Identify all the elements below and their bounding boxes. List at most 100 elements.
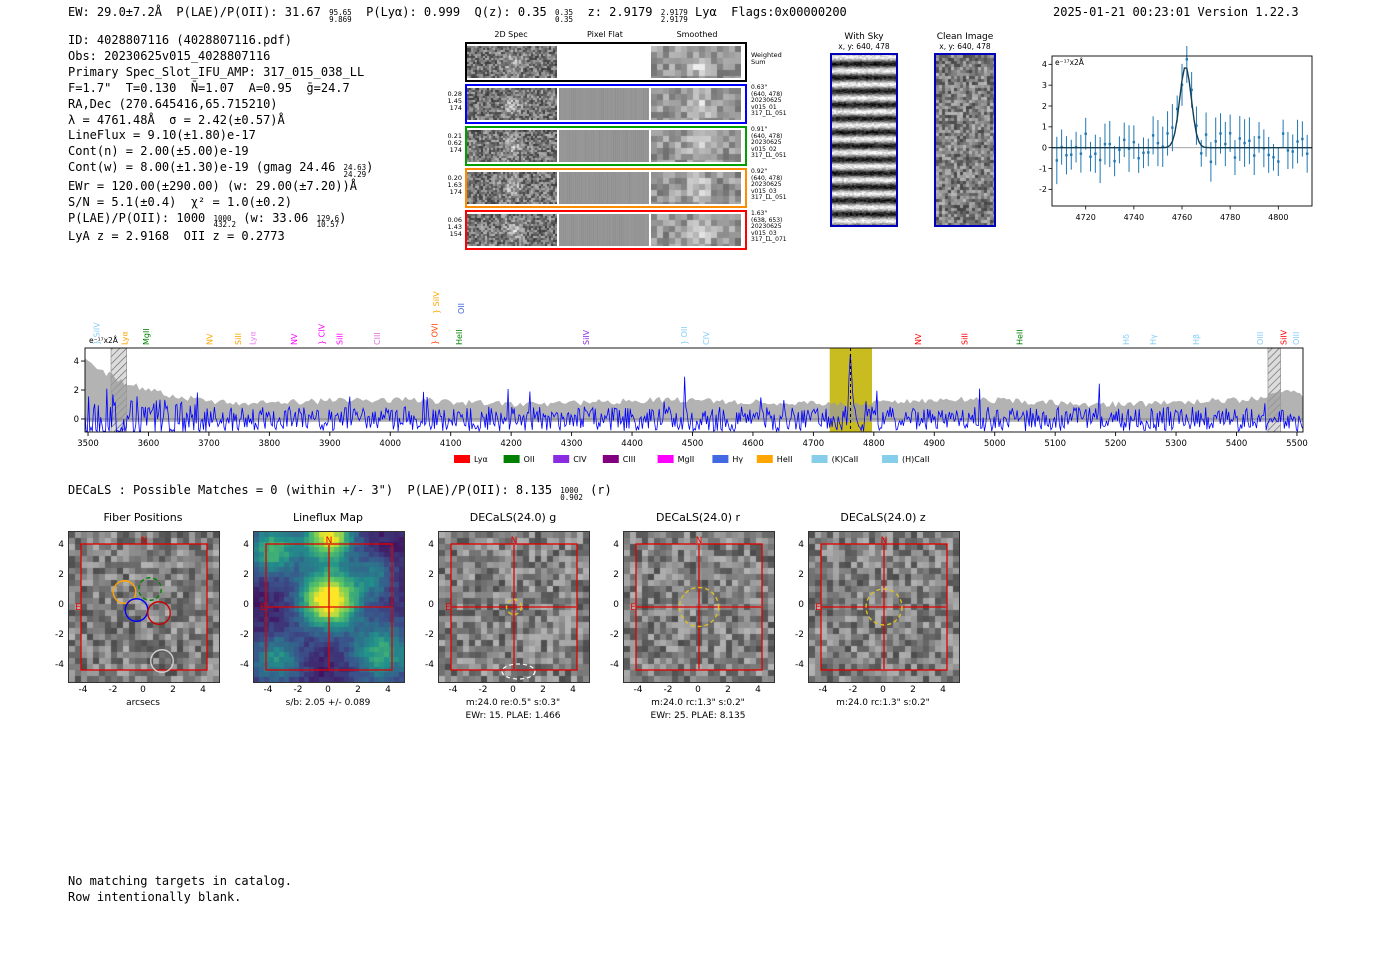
panel-overlay: NE bbox=[630, 536, 763, 671]
data-point bbox=[1286, 149, 1290, 152]
emission-line-label: SiII bbox=[336, 333, 345, 345]
panel-title: DECaLS(24.0) r bbox=[655, 511, 741, 524]
data-point bbox=[1243, 141, 1246, 145]
text-segment: LyA z = 2.9168 OII z = 0.2773 bbox=[68, 229, 285, 244]
y-tick-label: 0 bbox=[58, 600, 64, 610]
annotation-line: 0.92" bbox=[751, 168, 768, 175]
cutout-row-annotation: 1.63" (638, 653) 20230625 v015_03 317_LL_071 bbox=[751, 210, 787, 244]
data-point bbox=[1224, 142, 1227, 146]
weight-value: 1.63 bbox=[447, 181, 462, 189]
annotation-line: (640, 478) bbox=[751, 90, 783, 98]
compass-north-label: N bbox=[511, 536, 518, 546]
emission-line-label: Lyα bbox=[120, 331, 129, 345]
text-segment: Obs: 20230625v015_4028807116 bbox=[68, 48, 271, 63]
x-tick-label: 4800 bbox=[863, 439, 885, 449]
info-line: EWr = 120.00(±290.00) (w: 29.00(±7.20))Å bbox=[68, 179, 373, 195]
info-line: F=1.7" T=0.130 N̄=1.07 A=0.95 ḡ=24.7 bbox=[68, 81, 373, 97]
flux-units-label: e⁻¹⁷x2Å bbox=[89, 336, 119, 345]
x-tick-label: 0 bbox=[140, 685, 146, 695]
info-line: λ = 4761.48Å σ = 2.42(±0.57)Å bbox=[68, 113, 373, 129]
emission-line-label: NV bbox=[290, 333, 299, 345]
high-low-fraction: 129.6 10.57 bbox=[316, 213, 340, 230]
weight-value: 0.62 bbox=[447, 139, 462, 147]
text-segment: DECaLS : Possible Matches = 0 (within +/… bbox=[68, 483, 560, 497]
x-tick-label: -2 bbox=[848, 685, 858, 695]
data-point bbox=[1147, 151, 1150, 154]
info-line: Cont(w) = 8.00(±1.30)e-19 (gmag 24.46 24… bbox=[68, 160, 373, 179]
y-tick-label: 0 bbox=[243, 600, 249, 610]
compass-north-label: N bbox=[326, 536, 333, 546]
spec2d-cutout-grid: 2D Spec Pixel Flat Smoothed Weighted Sum 0… bbox=[443, 30, 795, 256]
panel-xlabel: m:24.0 re:0.5" s:0.3" bbox=[465, 698, 561, 708]
text-segment: ID: 4028807116 (4028807116.pdf) bbox=[68, 33, 292, 47]
cutout-row-annotation: 0.91" (640, 478) 20230625 v015_02 317_LL_051 bbox=[751, 126, 787, 160]
cutout-2d-spec bbox=[467, 130, 557, 162]
high-low-fraction: 95.65 9.869 bbox=[329, 8, 352, 24]
data-point bbox=[1204, 133, 1208, 136]
y-tick-label: -2 bbox=[240, 630, 249, 640]
text-segment: P(LAE)/P(OII): 1000 bbox=[68, 210, 213, 225]
data-point bbox=[1272, 156, 1275, 159]
data-point bbox=[1142, 151, 1145, 155]
emission-line-label: SiIV bbox=[582, 329, 591, 345]
annotation-line: 317_LL_051 bbox=[751, 110, 787, 118]
marker-circle bbox=[150, 649, 174, 673]
y-tick-label: 4 bbox=[74, 357, 79, 367]
y-tick-label: -4 bbox=[55, 660, 64, 670]
legend-swatch bbox=[882, 455, 898, 463]
panel-overlay: NE bbox=[260, 536, 393, 671]
with-sky-panel: With Sky x, y: 640, 478 bbox=[826, 32, 902, 229]
y-tick-label: -2 bbox=[795, 630, 804, 640]
panel-title: Fiber Positions bbox=[103, 511, 183, 524]
data-point bbox=[1175, 107, 1179, 111]
y-tick-label: 2 bbox=[74, 386, 79, 396]
cutout-row-annotation: 0.63" (640, 478) 20230625 v015_01 317_LL_051 bbox=[751, 84, 787, 118]
y-tick-label: 2 bbox=[58, 570, 64, 580]
x-tick-label: -2 bbox=[663, 685, 673, 695]
x-tick-label: 4780 bbox=[1220, 213, 1240, 222]
compass-east-label: E bbox=[445, 603, 451, 613]
y-tick-label: 0 bbox=[798, 600, 804, 610]
weight-value: 1.45 bbox=[447, 97, 462, 105]
gaussian-fit-curve bbox=[1052, 67, 1312, 149]
legend-label: OII bbox=[524, 455, 535, 464]
y-tick-label: -2 bbox=[610, 630, 619, 640]
cutout-row-images bbox=[465, 84, 747, 124]
panel-xlabel: m:24.0 rc:1.3" s:0.2" bbox=[651, 698, 745, 708]
extended-source-ellipse bbox=[501, 663, 536, 680]
legend-label: MgII bbox=[678, 455, 695, 464]
cutout-row-annotation: 0.92" (640, 478) 20230625 v015_03 317_LL_051 bbox=[751, 168, 787, 202]
info-line: RA,Dec (270.645416,65.715210) bbox=[68, 97, 373, 113]
emission-line-label: OIII bbox=[1256, 332, 1265, 345]
x-tick-label: 4400 bbox=[621, 439, 643, 449]
data-point bbox=[1296, 140, 1299, 143]
emission-line-label: OIII bbox=[1292, 332, 1301, 345]
text-segment: (r) bbox=[582, 483, 612, 497]
high-low-fraction: 2.9179 2.9179 bbox=[660, 8, 688, 24]
x-tick-label: 2 bbox=[540, 685, 546, 695]
weight-value: 0.21 bbox=[447, 132, 462, 140]
cutout-row-images bbox=[465, 168, 747, 208]
info-line: Obs: 20230625v015_4028807116 bbox=[68, 49, 373, 65]
y-tick-label: 0 bbox=[613, 600, 619, 610]
field-box bbox=[450, 543, 578, 671]
annotation-line: 317_LL_071 bbox=[751, 236, 787, 244]
text-segment: EWr = 120.00(±290.00) (w: 29.00(±7.20))Å bbox=[68, 178, 357, 193]
x-tick-label: 4800 bbox=[1268, 213, 1288, 222]
legend-swatch bbox=[811, 455, 828, 463]
text-segment: Cont(n) = 2.00(±5.00)e-19 bbox=[68, 144, 249, 159]
data-point bbox=[1214, 140, 1217, 143]
data-point bbox=[1079, 152, 1083, 155]
cutout-pixel-flat bbox=[559, 214, 649, 246]
x-tick-label: 4200 bbox=[500, 439, 522, 449]
text-segment: P(Lyα): 0.999 Q(z): 0.35 bbox=[351, 5, 554, 19]
column-header-smoothed: Smoothed bbox=[676, 30, 718, 39]
cutout-row: 0.06 1.43 154 1.63" (638, 653) 20230625 v015_0… bbox=[443, 210, 795, 250]
y-tick-label: 2 bbox=[428, 570, 434, 580]
x-tick-label: 5200 bbox=[1105, 439, 1127, 449]
text-segment: LineFlux = 9.10(±1.80)e-17 bbox=[68, 128, 256, 143]
panel-canvas bbox=[69, 532, 219, 682]
annotation-line: 0.63" bbox=[751, 84, 768, 91]
x-tick-label: 2 bbox=[725, 685, 731, 695]
x-tick-label: -4 bbox=[78, 685, 88, 695]
